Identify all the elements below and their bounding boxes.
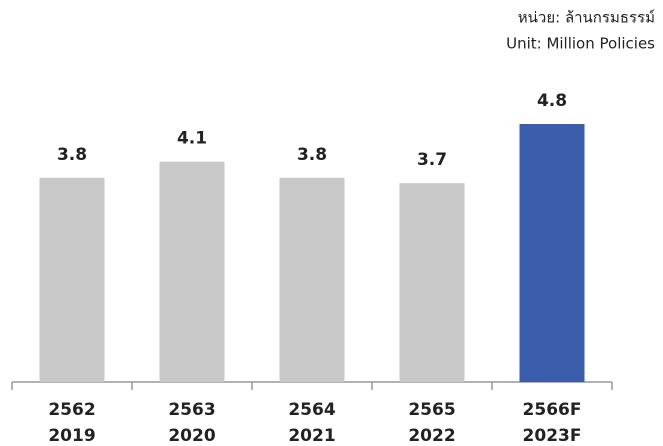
data-label: 3.7 xyxy=(417,150,447,170)
x-tick-label: 2019 xyxy=(48,426,95,446)
x-tick-label: 2565 xyxy=(408,400,455,420)
data-label: 3.8 xyxy=(297,145,327,165)
unit-label: หน่วย: ล้านกรมธรรม์ xyxy=(518,9,655,27)
data-label: 4.1 xyxy=(177,129,207,149)
bar xyxy=(39,177,105,382)
x-tick-label: 2562 xyxy=(48,400,95,420)
x-tick-label: 2020 xyxy=(168,426,215,446)
x-tick-label: 2023F xyxy=(523,426,582,446)
data-label: 3.8 xyxy=(57,145,87,165)
bar xyxy=(279,177,345,382)
unit-label: Unit: Million Policies xyxy=(506,35,655,53)
bar xyxy=(519,124,585,382)
bar xyxy=(159,161,225,382)
x-tick-label: 2021 xyxy=(288,426,335,446)
x-tick-label: 2022 xyxy=(408,426,455,446)
bar xyxy=(399,183,465,382)
x-tick-label: 2563 xyxy=(168,400,215,420)
x-tick-label: 2564 xyxy=(288,400,335,420)
data-label: 4.8 xyxy=(537,91,567,111)
x-tick-label: 2566F xyxy=(523,400,582,420)
